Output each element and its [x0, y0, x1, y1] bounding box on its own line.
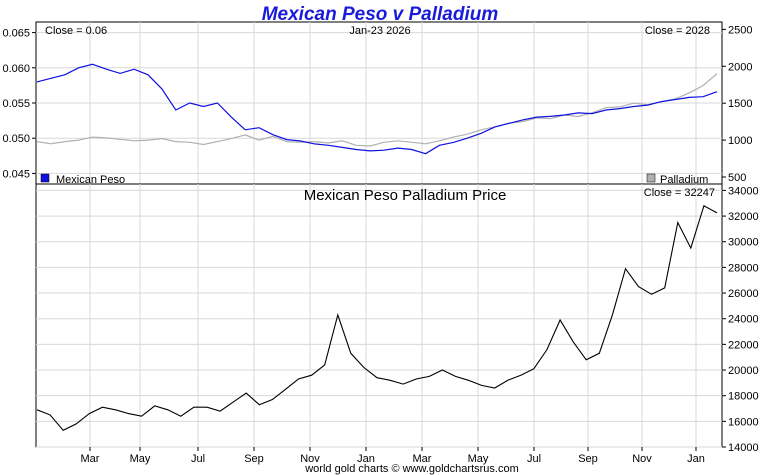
legend-swatch-peso	[40, 173, 50, 183]
series-line-palladium	[36, 73, 718, 147]
top-header-right: Close = 2028	[645, 25, 710, 37]
legend-swatch-palladium	[646, 173, 656, 183]
left-tick-label: 0.055	[2, 98, 30, 110]
left-tick-label: 0.045	[2, 168, 30, 180]
x-tick-label: Sep	[578, 453, 598, 465]
series-line-peso-palladium-price	[36, 204, 718, 431]
bottom-right-tick-label: 14000	[728, 442, 759, 454]
top-header-left: Close = 0.06	[45, 25, 107, 37]
chart-title: Mexican Peso v Palladium	[262, 4, 499, 25]
bottom-right-tick-label: 32000	[728, 211, 759, 223]
top-right-tick-label: 2000	[728, 61, 752, 73]
x-tick-label: Sep	[244, 453, 264, 465]
bottom-panel-frame	[35, 183, 723, 448]
left-tick-label: 0.060	[2, 63, 30, 75]
bottom-panel: 34000 32000 30000 28000 26000 24000 22000 20000…	[35, 183, 759, 465]
bottom-right-tick-label: 34000	[728, 185, 759, 197]
left-tick-label: 0.065	[2, 28, 30, 40]
x-tick-label: Jan	[687, 453, 705, 465]
series-line-mexican-peso	[36, 63, 718, 155]
x-tick-label: Jul	[191, 453, 205, 465]
x-tick-label: Mar	[413, 453, 432, 465]
x-tick-label: Jul	[527, 453, 541, 465]
top-right-tick-label: 500	[728, 172, 746, 184]
x-tick-label: May	[130, 453, 151, 465]
top-right-tick-label: 1500	[728, 98, 752, 110]
bottom-right-tick-label: 16000	[728, 416, 759, 428]
top-panel: 0.065 0.060 0.055 0.050 0.045 2500 2000 1500 10…	[2, 21, 752, 186]
top-right-tick-label: 2500	[728, 24, 752, 36]
bottom-right-tick-label: 26000	[728, 288, 759, 300]
bottom-panel-title: Mexican Peso Palladium Price	[304, 187, 507, 204]
x-tick-label: Nov	[632, 453, 652, 465]
bottom-right-tick-label: 18000	[728, 391, 759, 403]
bottom-right-tick-label: 20000	[728, 365, 759, 377]
bottom-right-tick-label: 24000	[728, 314, 759, 326]
top-right-tick-label: 1000	[728, 135, 752, 147]
x-tick-label: Jan	[357, 453, 375, 465]
top-header-center: Jan-23 2026	[349, 25, 410, 37]
bottom-header-right: Close = 32247	[644, 187, 715, 199]
legend-label-palladium: Palladium	[660, 174, 708, 186]
footer-credit: world gold charts © www.goldchartsrus.co…	[304, 463, 519, 475]
legend-label-peso: Mexican Peso	[56, 174, 125, 186]
bottom-right-tick-label: 30000	[728, 237, 759, 249]
bottom-right-tick-label: 22000	[728, 339, 759, 351]
left-tick-label: 0.050	[2, 133, 30, 145]
x-tick-label: May	[468, 453, 489, 465]
bottom-right-tick-label: 28000	[728, 262, 759, 274]
x-tick-label: Nov	[300, 453, 320, 465]
x-tick-label: Mar	[81, 453, 100, 465]
